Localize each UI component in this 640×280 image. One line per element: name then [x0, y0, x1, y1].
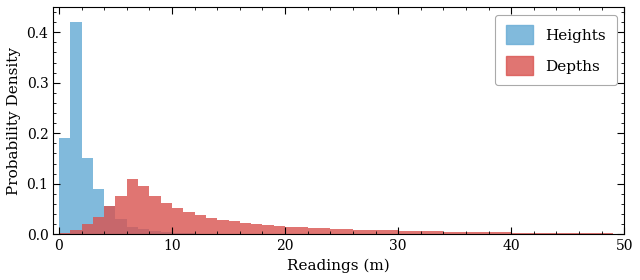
Bar [568, 233, 579, 234]
Bar [104, 206, 115, 234]
Bar [274, 226, 285, 234]
Bar [138, 186, 149, 234]
Bar [149, 231, 161, 234]
Bar [228, 221, 240, 234]
Bar [262, 225, 274, 234]
Bar [161, 203, 172, 234]
Y-axis label: Probability Density: Probability Density [7, 46, 21, 195]
Bar [454, 232, 466, 234]
Bar [161, 232, 172, 234]
Bar [217, 220, 228, 234]
Bar [500, 232, 511, 234]
Bar [376, 230, 387, 234]
Bar [602, 233, 613, 234]
Bar [308, 228, 319, 234]
Bar [556, 233, 568, 234]
Bar [477, 232, 488, 234]
X-axis label: Readings (m): Readings (m) [287, 259, 390, 273]
Bar [183, 233, 195, 234]
Bar [319, 228, 330, 234]
Bar [183, 212, 195, 234]
Bar [104, 206, 115, 234]
Bar [206, 218, 217, 234]
Bar [444, 232, 454, 234]
Bar [115, 219, 127, 234]
Bar [172, 233, 183, 234]
Bar [342, 229, 353, 234]
Bar [127, 227, 138, 234]
Bar [285, 227, 296, 234]
Bar [240, 223, 251, 234]
Bar [579, 233, 590, 234]
Bar [534, 233, 545, 234]
Bar [70, 230, 81, 234]
Bar [93, 189, 104, 234]
Bar [466, 232, 477, 234]
Bar [138, 229, 149, 234]
Bar [420, 231, 432, 234]
Bar [511, 233, 522, 234]
Bar [81, 224, 93, 234]
Bar [330, 229, 342, 234]
Bar [172, 208, 183, 234]
Bar [251, 224, 262, 234]
Bar [93, 216, 104, 234]
Bar [364, 230, 376, 234]
Bar [70, 22, 81, 234]
Bar [195, 215, 206, 234]
Bar [590, 233, 602, 234]
Bar [522, 233, 534, 234]
Bar [398, 231, 410, 234]
Bar [127, 179, 138, 234]
Bar [81, 158, 93, 234]
Legend: Heights, Depths: Heights, Depths [495, 15, 617, 85]
Bar [432, 231, 444, 234]
Bar [353, 230, 364, 234]
Bar [115, 196, 127, 234]
Bar [59, 138, 70, 234]
Bar [410, 231, 420, 234]
Bar [296, 227, 308, 234]
Bar [59, 233, 70, 234]
Bar [545, 233, 556, 234]
Bar [488, 232, 500, 234]
Bar [387, 230, 398, 234]
Bar [149, 196, 161, 234]
